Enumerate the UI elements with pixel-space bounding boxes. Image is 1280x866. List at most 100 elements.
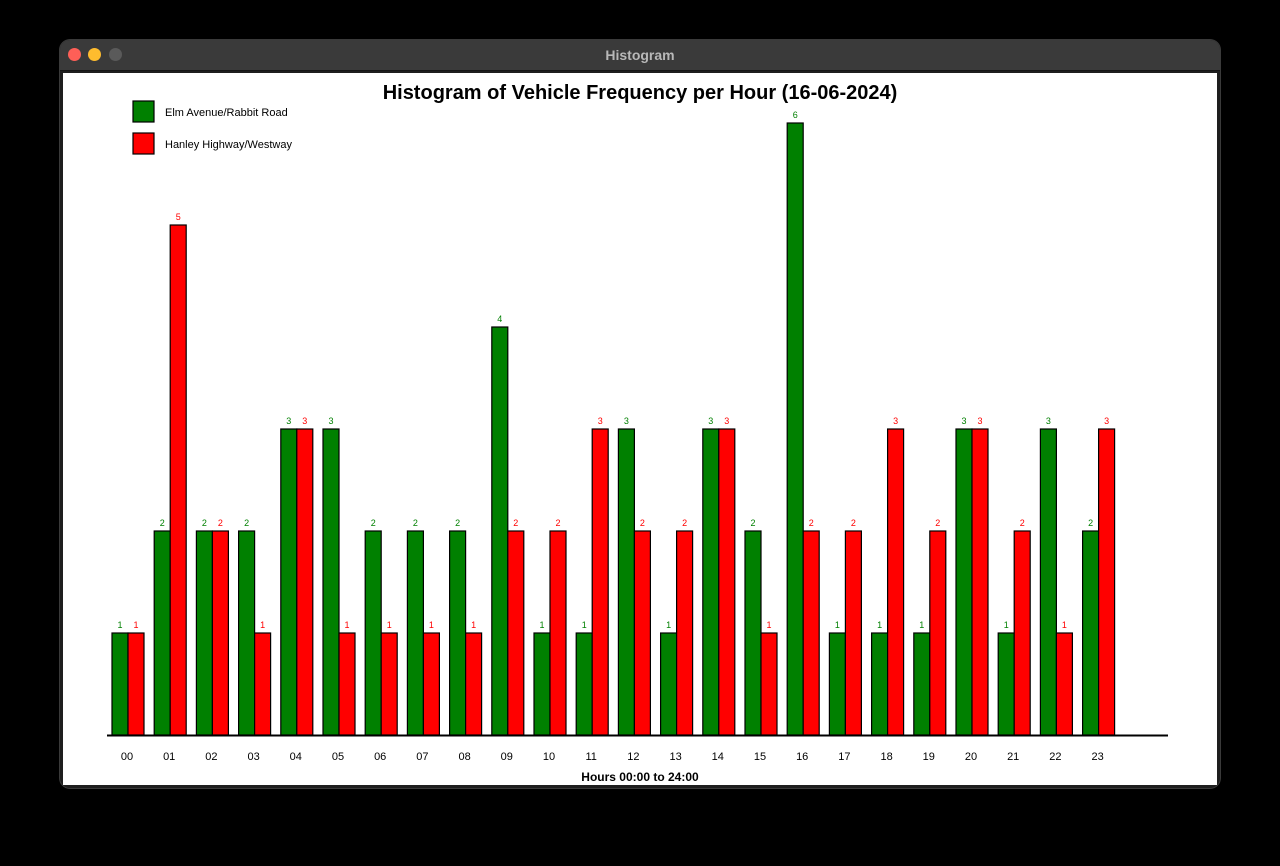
window-title: Histogram [605, 47, 675, 63]
bar-series-a-15 [744, 530, 762, 736]
legend-label-series-a: Elm Avenue/Rabbit Road [165, 107, 288, 119]
value-label-series-b-04: 3 [302, 416, 307, 426]
value-label-series-b-23: 3 [1104, 416, 1109, 426]
value-label-series-a-09: 4 [497, 314, 502, 324]
value-label-series-b-16: 2 [809, 518, 814, 528]
x-tick-label-14: 14 [712, 751, 724, 763]
value-label-series-b-18: 3 [893, 416, 898, 426]
value-label-series-b-15: 1 [766, 620, 771, 630]
x-tick-label-01: 01 [163, 751, 175, 763]
bar-series-a-20 [955, 428, 973, 736]
bar-series-b-21 [1013, 530, 1031, 736]
value-labels: 1 1 2 5 2 2 2 1 3 3 3 1 2 1 2 1 2 1 4 2 1 2 1 3 3 2 1 2 3 3 2 1 6 2 1 2 1 3 1 2… [117, 110, 1109, 630]
bar-series-a-14 [702, 428, 720, 736]
histogram-window: Histogram Elm Avenue/Rabbit Road Hanley H… [60, 40, 1220, 788]
bar-series-b-20 [971, 428, 989, 736]
value-label-series-b-06: 1 [387, 620, 392, 630]
bar-series-a-09 [491, 326, 509, 736]
value-label-series-a-07: 2 [413, 518, 418, 528]
value-label-series-b-21: 2 [1020, 518, 1025, 528]
bar-series-b-09 [507, 530, 525, 736]
value-label-series-b-02: 2 [218, 518, 223, 528]
bars [111, 122, 1116, 736]
bar-series-b-02 [211, 530, 229, 736]
value-label-series-a-01: 2 [160, 518, 165, 528]
bar-series-a-18 [870, 632, 889, 736]
x-tick-label-07: 07 [416, 751, 428, 763]
bar-series-a-06 [364, 530, 382, 736]
bar-series-a-16 [786, 122, 804, 736]
close-window-button[interactable] [68, 48, 81, 61]
histogram-chart: Elm Avenue/Rabbit Road Hanley Highway/Wes… [107, 82, 1168, 784]
value-label-series-b-14: 3 [724, 416, 729, 426]
bar-series-a-01 [153, 530, 171, 736]
value-label-series-a-04: 3 [286, 416, 291, 426]
value-label-series-b-13: 2 [682, 518, 687, 528]
legend-label-series-b: Hanley Highway/Westway [165, 139, 292, 151]
x-tick-label-00: 00 [121, 751, 133, 763]
value-label-series-a-14: 3 [708, 416, 713, 426]
bar-series-a-02 [195, 530, 213, 736]
value-label-series-b-01: 5 [176, 212, 181, 222]
bar-series-b-17 [844, 530, 863, 736]
bar-series-b-10 [549, 530, 567, 736]
x-tick-label-16: 16 [796, 751, 808, 763]
x-tick-label-10: 10 [543, 751, 555, 763]
value-label-series-b-08: 1 [471, 620, 476, 630]
value-label-series-b-11: 3 [598, 416, 603, 426]
value-label-series-a-11: 1 [582, 620, 587, 630]
value-label-series-a-19: 1 [919, 620, 924, 630]
value-label-series-b-10: 2 [555, 518, 560, 528]
value-label-series-b-20: 3 [977, 416, 982, 426]
bar-series-a-11 [575, 632, 593, 736]
x-tick-label-17: 17 [838, 751, 850, 763]
bar-series-b-23 [1097, 428, 1116, 736]
value-label-series-b-07: 1 [429, 620, 434, 630]
bar-series-a-23 [1081, 530, 1100, 736]
x-tick-label-08: 08 [458, 751, 470, 763]
value-label-series-b-12: 2 [640, 518, 645, 528]
value-label-series-a-08: 2 [455, 518, 460, 528]
x-tick-label-03: 03 [247, 751, 259, 763]
bar-series-a-04 [280, 428, 298, 736]
value-label-series-a-22: 3 [1046, 416, 1051, 426]
x-tick-label-11: 11 [585, 751, 596, 763]
title-bar: Histogram [60, 40, 1220, 71]
value-label-series-a-06: 2 [371, 518, 376, 528]
bar-series-b-13 [675, 530, 694, 736]
x-tick-label-22: 22 [1049, 751, 1061, 763]
bar-series-b-03 [254, 632, 272, 736]
legend-swatch-series-b [132, 132, 155, 155]
bar-series-b-08 [465, 632, 483, 736]
value-label-series-a-17: 1 [835, 620, 840, 630]
bar-series-a-13 [659, 632, 678, 736]
x-tick-labels: 00 01 02 03 04 05 06 07 08 09 10 11 12 13 14 15 16 17 18 19… [121, 751, 1104, 763]
bar-series-b-16 [802, 530, 820, 736]
bar-series-a-07 [406, 530, 424, 736]
x-tick-label-04: 04 [290, 751, 302, 763]
x-tick-label-18: 18 [880, 751, 892, 763]
value-label-series-b-03: 1 [260, 620, 265, 630]
value-label-series-a-21: 1 [1004, 620, 1009, 630]
x-tick-label-15: 15 [754, 751, 766, 763]
x-tick-label-05: 05 [332, 751, 344, 763]
bar-series-a-17 [828, 632, 847, 736]
value-label-series-b-05: 1 [344, 620, 349, 630]
bar-series-b-00 [127, 632, 145, 736]
minimize-window-button[interactable] [88, 48, 101, 61]
bar-series-b-06 [380, 632, 398, 736]
bar-series-b-07 [422, 632, 440, 736]
value-label-series-a-00: 1 [117, 620, 122, 630]
x-tick-label-06: 06 [374, 751, 386, 763]
value-label-series-a-13: 1 [666, 620, 671, 630]
bar-series-b-19 [929, 530, 947, 736]
bar-series-b-12 [633, 530, 652, 736]
x-tick-label-12: 12 [627, 751, 639, 763]
bar-series-b-01 [169, 224, 187, 736]
x-axis-label: Hours 00:00 to 24:00 [581, 770, 699, 784]
zoom-window-button[interactable] [109, 48, 122, 61]
bar-series-a-21 [997, 632, 1015, 736]
bar-series-b-18 [886, 428, 905, 736]
x-tick-label-21: 21 [1007, 751, 1019, 763]
x-tick-label-19: 19 [923, 751, 935, 763]
